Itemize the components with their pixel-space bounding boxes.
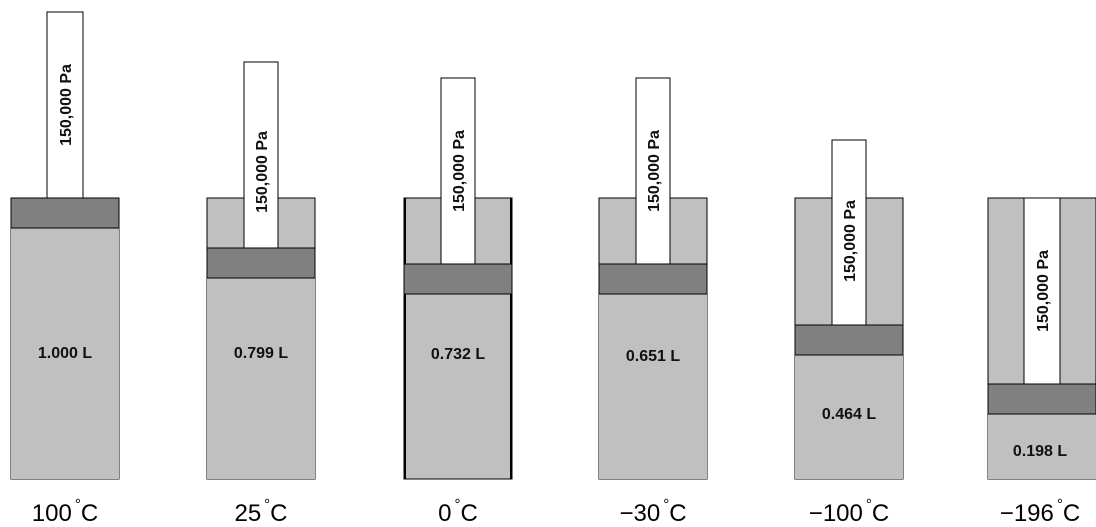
temperature-unit: C [461, 500, 478, 527]
degree-symbol: ° [264, 496, 270, 513]
piston-rod [440, 77, 476, 265]
piston [987, 383, 1096, 415]
gas-region [988, 414, 1096, 479]
temperature-label: −196 °C [1000, 496, 1080, 527]
piston-rod [243, 61, 279, 249]
temperature-unit: C [270, 500, 287, 527]
volume-label: 0.464 L [822, 406, 876, 423]
volume-label: 1.000 L [38, 345, 92, 362]
piston-rod [1023, 197, 1061, 385]
cylinder-panel: 150,000 Pa 0.651 L −30 °C [598, 77, 708, 527]
pressure-label: 150,000 Pa [451, 130, 468, 212]
pressure-label: 150,000 Pa [842, 200, 859, 282]
degree-symbol: ° [663, 496, 669, 513]
degree-symbol: ° [75, 496, 81, 513]
piston-rod [831, 139, 867, 326]
temperature-value: 25 [234, 500, 261, 527]
temperature-label: 100 °C [32, 496, 98, 527]
volume-label: 0.799 L [234, 345, 288, 362]
gas-region [599, 294, 707, 479]
gas-region [406, 294, 510, 478]
piston [598, 263, 708, 295]
temperature-value: −100 [809, 500, 863, 527]
piston-rod [635, 77, 671, 265]
cylinder-panel: 150,000 Pa 0.198 L −196 °C [987, 197, 1096, 527]
piston [403, 263, 513, 295]
cylinder-panel: 150,000 Pa 0.732 L 0 °C [403, 77, 513, 527]
piston [10, 197, 120, 229]
gas-region [795, 355, 903, 479]
cylinder-panel: 150,000 Pa 1.000 L 100 °C [10, 11, 120, 527]
piston [206, 247, 316, 279]
gas-region [207, 278, 315, 479]
pressure-label: 150,000 Pa [646, 130, 663, 212]
temperature-unit: C [669, 500, 686, 527]
volume-label: 0.198 L [1013, 443, 1067, 460]
degree-symbol: ° [866, 496, 872, 513]
cylinder-panel: 150,000 Pa 0.464 L −100 °C [794, 139, 904, 527]
temperature-unit: C [1063, 500, 1080, 527]
volume-label: 0.651 L [626, 348, 680, 365]
volume-label: 0.732 L [431, 346, 485, 363]
temperature-label: −30 °C [619, 496, 686, 527]
pressure-label: 150,000 Pa [254, 131, 271, 213]
temperature-value: 0 [438, 500, 451, 527]
temperature-value: 100 [32, 500, 72, 527]
pressure-label: 150,000 Pa [58, 64, 75, 146]
temperature-unit: C [81, 500, 98, 527]
cylinder-panel: 150,000 Pa 0.799 L 25 °C [206, 61, 316, 527]
temperature-value: −196 [1000, 500, 1054, 527]
degree-symbol: ° [1057, 496, 1063, 513]
piston [794, 324, 904, 356]
temperature-label: −100 °C [809, 496, 889, 527]
temperature-label: 25 °C [234, 496, 287, 527]
piston-rod [46, 11, 84, 199]
pressure-label: 150,000 Pa [1035, 250, 1052, 332]
temperature-label: 0 °C [438, 496, 478, 527]
degree-symbol: ° [455, 496, 461, 513]
temperature-unit: C [872, 500, 889, 527]
temperature-value: −30 [619, 500, 660, 527]
gas-region [11, 228, 119, 479]
